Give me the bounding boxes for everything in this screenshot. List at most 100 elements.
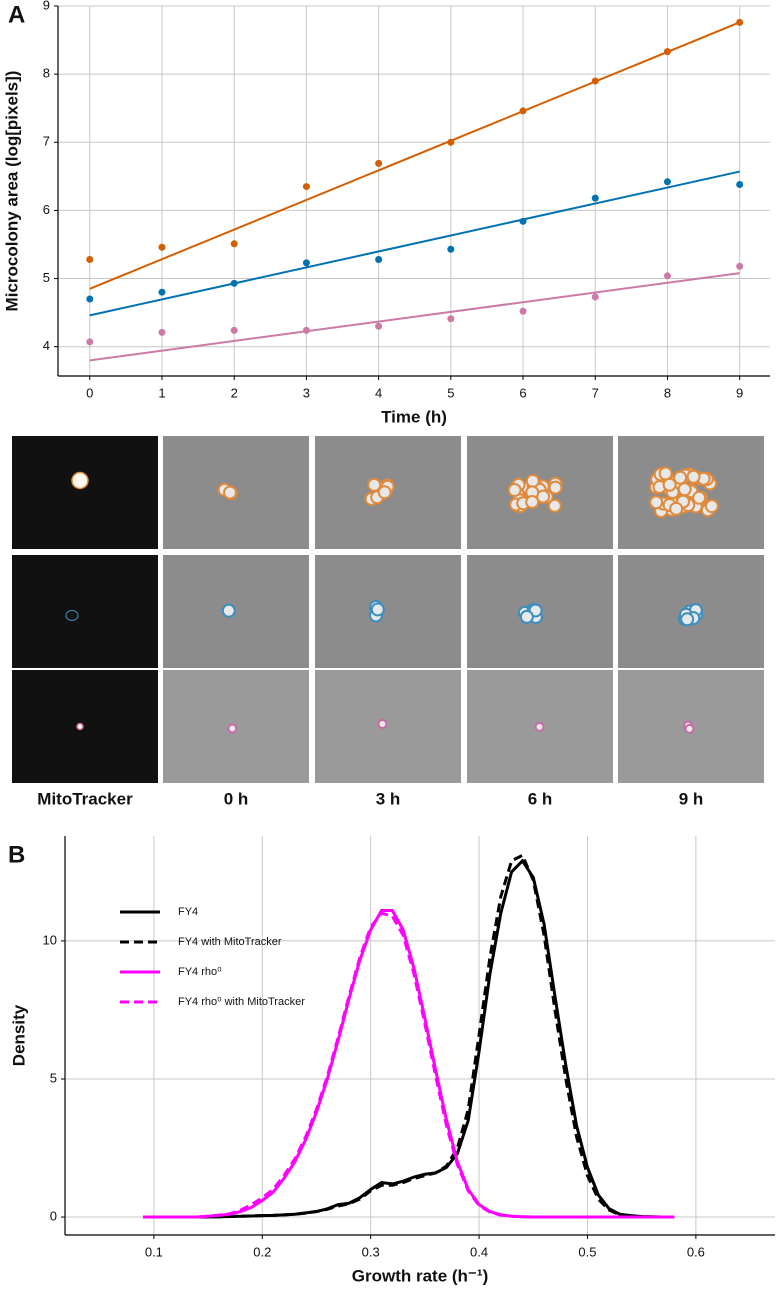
- cell: [221, 603, 236, 618]
- legend-label: FY4: [178, 906, 198, 918]
- cell-outline: [65, 610, 79, 621]
- data-point: [230, 240, 238, 248]
- data-point: [86, 338, 94, 346]
- fit-line: [89, 272, 740, 362]
- micrograph: [12, 436, 158, 549]
- x-axis-label: Growth rate (h⁻¹): [352, 1266, 488, 1285]
- data-point: [447, 315, 455, 323]
- y-tick-label: 0: [50, 1208, 57, 1223]
- data-point: [663, 48, 671, 56]
- cell: [669, 501, 684, 516]
- density-line: [143, 911, 675, 1219]
- density-line: [143, 853, 675, 1219]
- image-column-label: 3 h: [376, 789, 401, 808]
- cell: [377, 718, 388, 729]
- data-point: [158, 328, 166, 336]
- data-point: [591, 77, 599, 85]
- x-tick-label: 0.2: [253, 1244, 271, 1259]
- data-point: [158, 243, 166, 251]
- x-tick-label: 4: [375, 385, 382, 400]
- fit-line: [89, 21, 741, 290]
- cell: [377, 485, 392, 500]
- micrograph: [163, 555, 309, 668]
- x-tick-label: 0.1: [145, 1244, 163, 1259]
- data-point: [736, 262, 744, 270]
- legend-label: FY4 with MitoTracker: [178, 936, 282, 948]
- cell: [534, 721, 545, 732]
- cell: [519, 609, 534, 624]
- y-tick-label: 8: [43, 66, 50, 81]
- data-point: [519, 307, 527, 315]
- data-point: [736, 18, 744, 26]
- cell: [684, 723, 695, 734]
- fit-line: [89, 170, 740, 317]
- data-point: [736, 181, 744, 189]
- data-point: [302, 326, 310, 334]
- y-tick-label: 7: [43, 134, 50, 149]
- x-tick-label: 0.4: [470, 1244, 488, 1259]
- cell: [677, 482, 692, 497]
- data-point: [375, 322, 383, 330]
- y-tick-label: 10: [43, 932, 57, 947]
- data-point: [375, 255, 383, 263]
- cell: [227, 723, 238, 734]
- image-column-label: 6 h: [528, 789, 553, 808]
- cell: [525, 473, 540, 488]
- cell: [658, 466, 673, 481]
- cell: [367, 477, 382, 492]
- x-tick-label: 0.3: [362, 1244, 380, 1259]
- cell: [525, 495, 540, 510]
- cell: [547, 498, 562, 513]
- y-axis-label: Density: [9, 1004, 28, 1066]
- cell: [548, 480, 563, 495]
- image-column-label: MitoTracker: [37, 789, 133, 808]
- image-column-label: 0 h: [224, 789, 249, 808]
- cell: [680, 612, 695, 627]
- micrograph: [315, 670, 461, 783]
- x-axis-label: Time (h): [381, 407, 447, 426]
- data-point: [230, 326, 238, 334]
- data-point: [86, 295, 94, 303]
- y-tick-label: 9: [43, 0, 50, 12]
- micrograph: [12, 670, 158, 783]
- data-point: [158, 288, 166, 296]
- x-tick-label: 6: [519, 385, 526, 400]
- density-line: [143, 858, 675, 1219]
- data-point: [663, 178, 671, 186]
- x-tick-label: 0.5: [578, 1244, 596, 1259]
- panel-label: B: [8, 841, 25, 868]
- y-axis-label: Microcolony area (log[pixels]): [2, 71, 21, 312]
- fluorescent-cell: [76, 722, 84, 731]
- data-point: [447, 245, 455, 253]
- cell: [370, 602, 385, 617]
- data-point: [302, 183, 310, 191]
- data-point: [302, 259, 310, 267]
- cell: [673, 470, 688, 485]
- data-point: [519, 107, 527, 115]
- cell: [223, 485, 238, 500]
- x-tick-label: 1: [158, 385, 165, 400]
- x-tick-label: 7: [592, 385, 599, 400]
- y-tick-label: 5: [43, 270, 50, 285]
- x-tick-label: 5: [447, 385, 454, 400]
- data-point: [447, 138, 455, 146]
- image-grid: [12, 436, 764, 783]
- data-point: [519, 217, 527, 225]
- micrograph: [12, 555, 158, 668]
- y-tick-label: 4: [43, 338, 50, 353]
- legend-label: FY4 rho⁰: [178, 966, 222, 978]
- x-tick-label: 2: [231, 385, 238, 400]
- x-tick-label: 9: [736, 385, 743, 400]
- x-tick-label: 0: [86, 385, 93, 400]
- cell: [692, 490, 707, 505]
- data-point: [663, 272, 671, 280]
- cell: [686, 469, 701, 484]
- cell: [704, 499, 719, 514]
- data-point: [230, 279, 238, 287]
- y-tick-label: 5: [50, 1070, 57, 1085]
- data-point: [591, 293, 599, 301]
- legend-label: FY4 rho⁰ with MitoTracker: [178, 996, 305, 1008]
- data-point: [375, 159, 383, 167]
- x-tick-label: 8: [664, 385, 671, 400]
